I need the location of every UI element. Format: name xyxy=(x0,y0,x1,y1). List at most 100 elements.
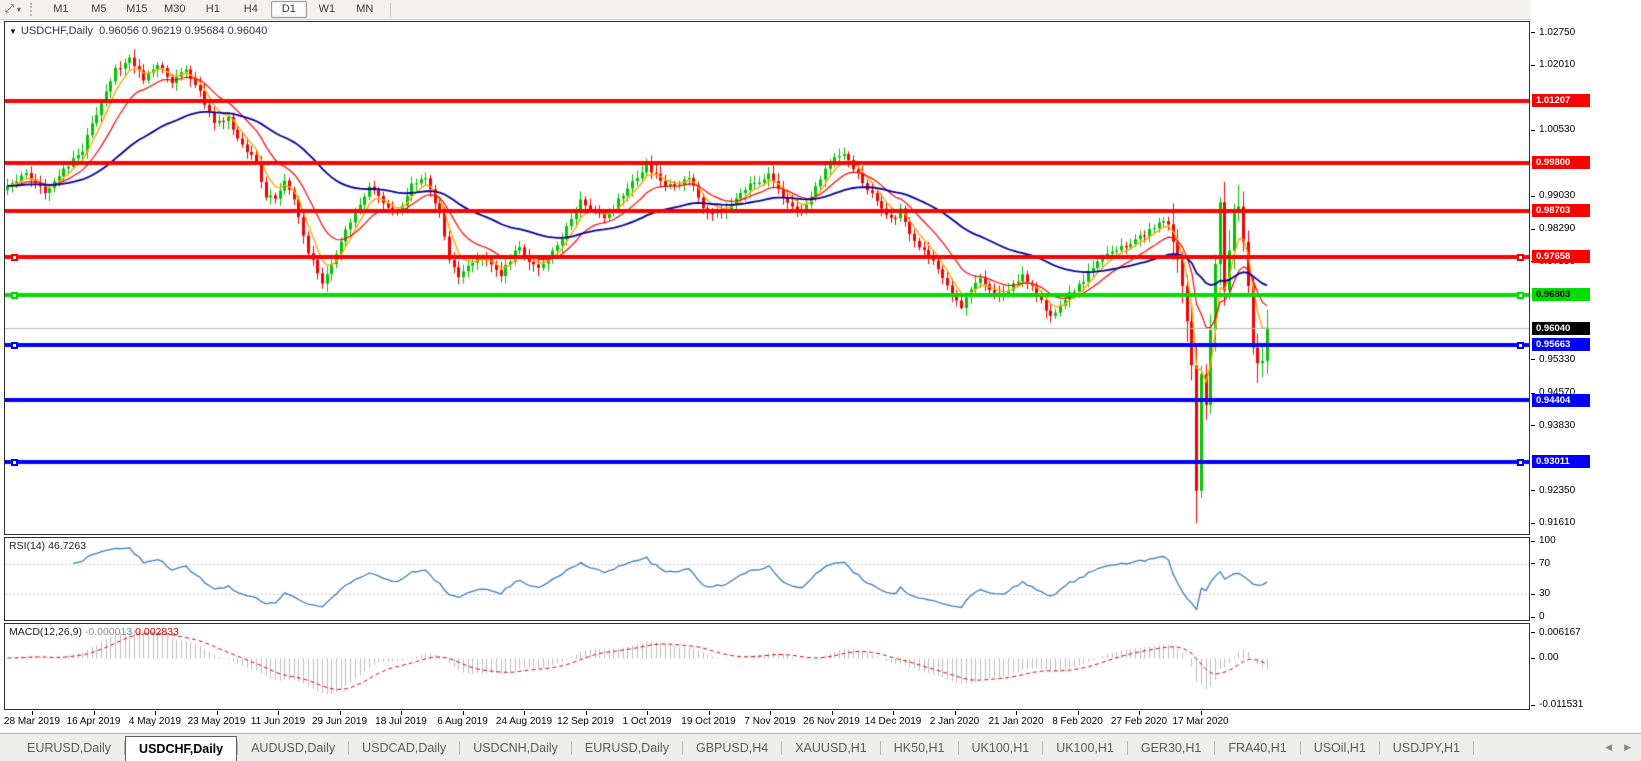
timeframe-button-d1[interactable]: D1 xyxy=(270,1,307,18)
timeframe-button-m30[interactable]: M30 xyxy=(164,3,186,15)
timeframe-button-w1[interactable]: W1 xyxy=(318,3,336,15)
date-label[interactable]: 27 Feb 2020 xyxy=(1110,716,1168,727)
chart-tab-usdcnh[interactable]: USDCNH,Daily xyxy=(473,740,558,755)
hline-handle[interactable] xyxy=(11,291,18,299)
date-label[interactable]: 18 Jul 2019 xyxy=(375,716,427,727)
timeframe-button-m5[interactable]: M5 xyxy=(91,3,107,15)
chart-tab-uk100[interactable]: UK100,H1 xyxy=(1056,740,1114,755)
hline-price-badge[interactable]: 0.97658 xyxy=(1532,250,1590,264)
date-label[interactable]: 1 Oct 2019 xyxy=(622,716,672,727)
date-label[interactable]: 23 May 2019 xyxy=(187,716,246,727)
macd-indicator-panel[interactable] xyxy=(4,623,1530,710)
tab-separator xyxy=(681,740,683,755)
hline-handle[interactable] xyxy=(11,458,18,466)
date-label[interactable]: 14 Dec 2019 xyxy=(864,716,922,727)
crosshair-tool-button[interactable]: ⤢ ▾ xyxy=(0,1,26,18)
date-label[interactable]: 4 May 2019 xyxy=(128,716,182,727)
hline-handle[interactable] xyxy=(1517,458,1524,466)
hline-price-badge[interactable]: 0.99800 xyxy=(1532,156,1590,170)
tab-scroll-left-icon[interactable]: ◀ xyxy=(1605,742,1613,752)
timeframe-button-m1[interactable]: M1 xyxy=(53,3,69,15)
hline-handle[interactable] xyxy=(1517,253,1524,261)
hline-price-badge[interactable]: 0.96803 xyxy=(1532,288,1590,302)
hline-price-badge[interactable]: 0.98703 xyxy=(1532,204,1590,218)
rsi-scale-label: 100 xyxy=(1539,535,1556,546)
tab-scroll-right-icon[interactable]: ▶ xyxy=(1624,742,1631,752)
macd-main-value: -0.000013 xyxy=(84,626,133,638)
hline-price-badge[interactable]: 0.94404 xyxy=(1532,393,1590,407)
date-label[interactable]: 11 Jun 2019 xyxy=(250,716,306,727)
chart-tab-usdchf[interactable]: USDCHF,Daily xyxy=(125,735,238,761)
date-label[interactable]: 21 Jan 2020 xyxy=(988,716,1044,727)
macd-canvas[interactable] xyxy=(5,624,1529,709)
candlestick-canvas[interactable] xyxy=(5,22,1529,534)
timeframe-button-h1[interactable]: H1 xyxy=(205,3,220,15)
date-tick xyxy=(155,711,156,715)
date-tick xyxy=(893,711,894,715)
price-tick-label: 0.95330 xyxy=(1539,353,1576,365)
date-label[interactable]: 28 Mar 2019 xyxy=(3,716,61,727)
date-label[interactable]: 12 Sep 2019 xyxy=(557,716,614,727)
date-tick xyxy=(32,711,33,715)
date-label[interactable]: 8 Feb 2020 xyxy=(1052,716,1103,727)
collapse-triangle-icon[interactable]: ▼ xyxy=(9,27,17,36)
date-axis[interactable]: 28 Mar 2019 16 Apr 2019 4 May 2019 23 May 2… xyxy=(4,711,1531,733)
rsi-label: RSI(14) 46.7263 xyxy=(9,540,86,552)
chart-tab-bar: EURUSD,Daily USDCHF,Daily AUDUSD,Daily USDC… xyxy=(0,733,1641,761)
date-label[interactable]: 6 Aug 2019 xyxy=(437,716,488,727)
date-label[interactable]: 2 Jan 2020 xyxy=(929,716,980,727)
chart-title: ▼ USDCHF,Daily 0.96056 0.96219 0.95684 0.… xyxy=(9,25,267,37)
hline-price-badge[interactable]: 0.93011 xyxy=(1532,455,1590,469)
rsi-scale-label: 0 xyxy=(1539,611,1545,622)
chart-tab-fra40[interactable]: FRA40,H1 xyxy=(1228,740,1287,755)
chart-tab-eurusd[interactable]: EURUSD,Daily xyxy=(27,740,112,755)
chart-tab-eurusd[interactable]: EURUSD,Daily xyxy=(584,740,669,755)
chart-tab-xauusd[interactable]: XAUUSD,H1 xyxy=(795,740,867,755)
date-label[interactable]: 19 Oct 2019 xyxy=(681,716,736,727)
date-tick xyxy=(1139,711,1140,715)
price-tick-label: 0.91610 xyxy=(1539,517,1576,529)
hline-handle[interactable] xyxy=(1517,291,1524,299)
hline-handle[interactable] xyxy=(1517,341,1524,349)
macd-signal-value: 0.002833 xyxy=(135,626,179,638)
hline-price-badge[interactable]: 1.01207 xyxy=(1532,94,1590,108)
date-label[interactable]: 24 Aug 2019 xyxy=(495,716,553,727)
chart-tab-usdjpy[interactable]: USDJPY,H1 xyxy=(1392,740,1460,755)
date-label[interactable]: 17 Mar 2020 xyxy=(1172,716,1229,727)
chart-tab-usdcad[interactable]: USDCAD,Daily xyxy=(362,740,447,755)
price-tick-label: 0.98290 xyxy=(1539,223,1576,235)
hline-handle[interactable] xyxy=(11,253,18,261)
tab-separator xyxy=(348,740,350,755)
rsi-canvas[interactable] xyxy=(5,538,1529,620)
price-chart-panel[interactable] xyxy=(4,21,1530,535)
timeframe-button-m15[interactable]: M15 xyxy=(126,3,148,15)
date-tick xyxy=(93,711,95,715)
timeframe-button-mn[interactable]: MN xyxy=(356,3,374,15)
tab-separator xyxy=(781,740,783,755)
chart-tab-gbpusd[interactable]: GBPUSD,H4 xyxy=(695,740,769,755)
axis-tick xyxy=(1531,522,1535,524)
date-label[interactable]: 26 Nov 2019 xyxy=(803,716,860,727)
chart-tab-audusd[interactable]: AUDUSD,Daily xyxy=(251,740,336,755)
chart-tab-ger30[interactable]: GER30,H1 xyxy=(1140,740,1202,755)
date-tick xyxy=(1077,711,1079,715)
date-label[interactable]: 29 Jun 2019 xyxy=(311,716,368,727)
axis-tick xyxy=(1531,129,1535,131)
hline-price-badge[interactable]: 0.95663 xyxy=(1532,338,1590,352)
chart-symbol-label: USDCHF,Daily xyxy=(20,25,94,37)
chart-tab-usoil[interactable]: USOil,H1 xyxy=(1313,740,1366,755)
date-tick xyxy=(647,711,648,715)
chart-tab-hk50[interactable]: HK50,H1 xyxy=(893,740,945,755)
chart-tab-uk100[interactable]: UK100,H1 xyxy=(971,740,1030,755)
date-label[interactable]: 7 Nov 2019 xyxy=(744,716,796,727)
toolbar-separator xyxy=(389,2,391,17)
hline-handle[interactable] xyxy=(11,341,18,349)
toolbar-grip-handle[interactable] xyxy=(29,3,35,16)
date-label[interactable]: 16 Apr 2019 xyxy=(66,716,121,727)
date-tick xyxy=(585,711,587,715)
date-tick xyxy=(524,711,525,715)
tab-scroll-nav: ◀ ▶ xyxy=(1605,734,1631,761)
price-axis[interactable]: 0.006167 0.00 -0.011531 1.02750 1.02010 1.005… xyxy=(1531,0,1641,733)
timeframe-button-h4[interactable]: H4 xyxy=(243,3,258,15)
rsi-indicator-panel[interactable] xyxy=(4,537,1530,621)
